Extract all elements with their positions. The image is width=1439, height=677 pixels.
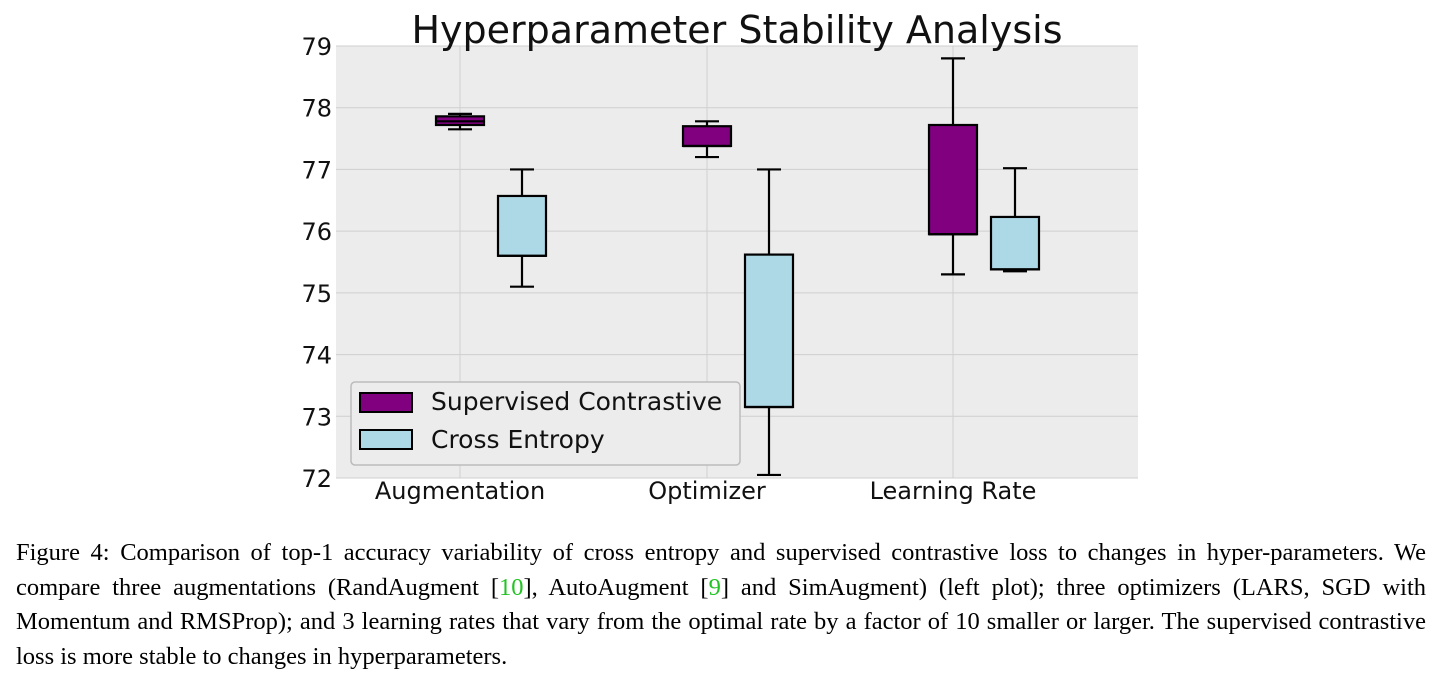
- box: [681, 125, 733, 148]
- legend-swatch-cross-entropy: [359, 429, 413, 450]
- legend-frame: [350, 381, 741, 466]
- y-tick-label: 76: [301, 218, 332, 246]
- box-plot-supervised-contrastive: [681, 120, 733, 159]
- legend-label-supervised-contrastive: Supervised Contrastive: [431, 387, 722, 416]
- x-tick-label: Augmentation: [375, 477, 545, 505]
- y-tick-label: 74: [301, 342, 332, 370]
- box-plot-supervised-contrastive: [927, 57, 979, 276]
- y-axis: 72 73 74 75 76 77 78 79: [301, 33, 332, 493]
- box-chart: 72 73 74 75 76 77 78 79 Augmentation Optimizer Le…: [301, 8, 1138, 505]
- y-tick-label: 75: [301, 280, 332, 308]
- figure-caption: Figure 4: Comparison of top-1 accuracy v…: [16, 536, 1426, 674]
- box: [927, 123, 979, 236]
- x-tick-label: Optimizer: [648, 477, 766, 505]
- caption-text-1: Comparison of top-1 accuracy variability…: [16, 539, 1426, 601]
- y-tick-label: 72: [301, 465, 332, 493]
- x-tick-label: Learning Rate: [870, 477, 1037, 505]
- citation-link-10[interactable]: 10: [499, 573, 524, 601]
- box-plot-cross-entropy: [989, 167, 1041, 273]
- box-plot-cross-entropy: [496, 168, 548, 288]
- figure-label: Figure 4:: [16, 539, 110, 566]
- legend-label-cross-entropy: Cross Entropy: [431, 425, 605, 454]
- caption-text-2: ], AutoAugment [: [523, 573, 709, 601]
- x-axis: Augmentation Optimizer Learning Rate: [375, 477, 1037, 505]
- legend: Supervised Contrastive Cross Entropy: [350, 381, 741, 466]
- y-tick-label: 77: [301, 156, 332, 184]
- y-tick-label: 79: [301, 33, 332, 61]
- caption-text-3: ] and SimAugment) (left plot); three opt…: [16, 573, 1427, 670]
- box: [496, 194, 548, 257]
- box-series: [434, 57, 1041, 477]
- chart-title: Hyperparameter Stability Analysis: [411, 8, 1062, 52]
- legend-swatch-supervised-contrastive: [359, 392, 413, 413]
- y-tick-label: 73: [301, 403, 332, 431]
- citation-link-9[interactable]: 9: [708, 573, 721, 601]
- box: [743, 253, 795, 409]
- box-plot-cross-entropy: [743, 168, 795, 477]
- box: [989, 215, 1041, 271]
- box-plot-supervised-contrastive: [434, 112, 486, 131]
- y-tick-label: 78: [301, 95, 332, 123]
